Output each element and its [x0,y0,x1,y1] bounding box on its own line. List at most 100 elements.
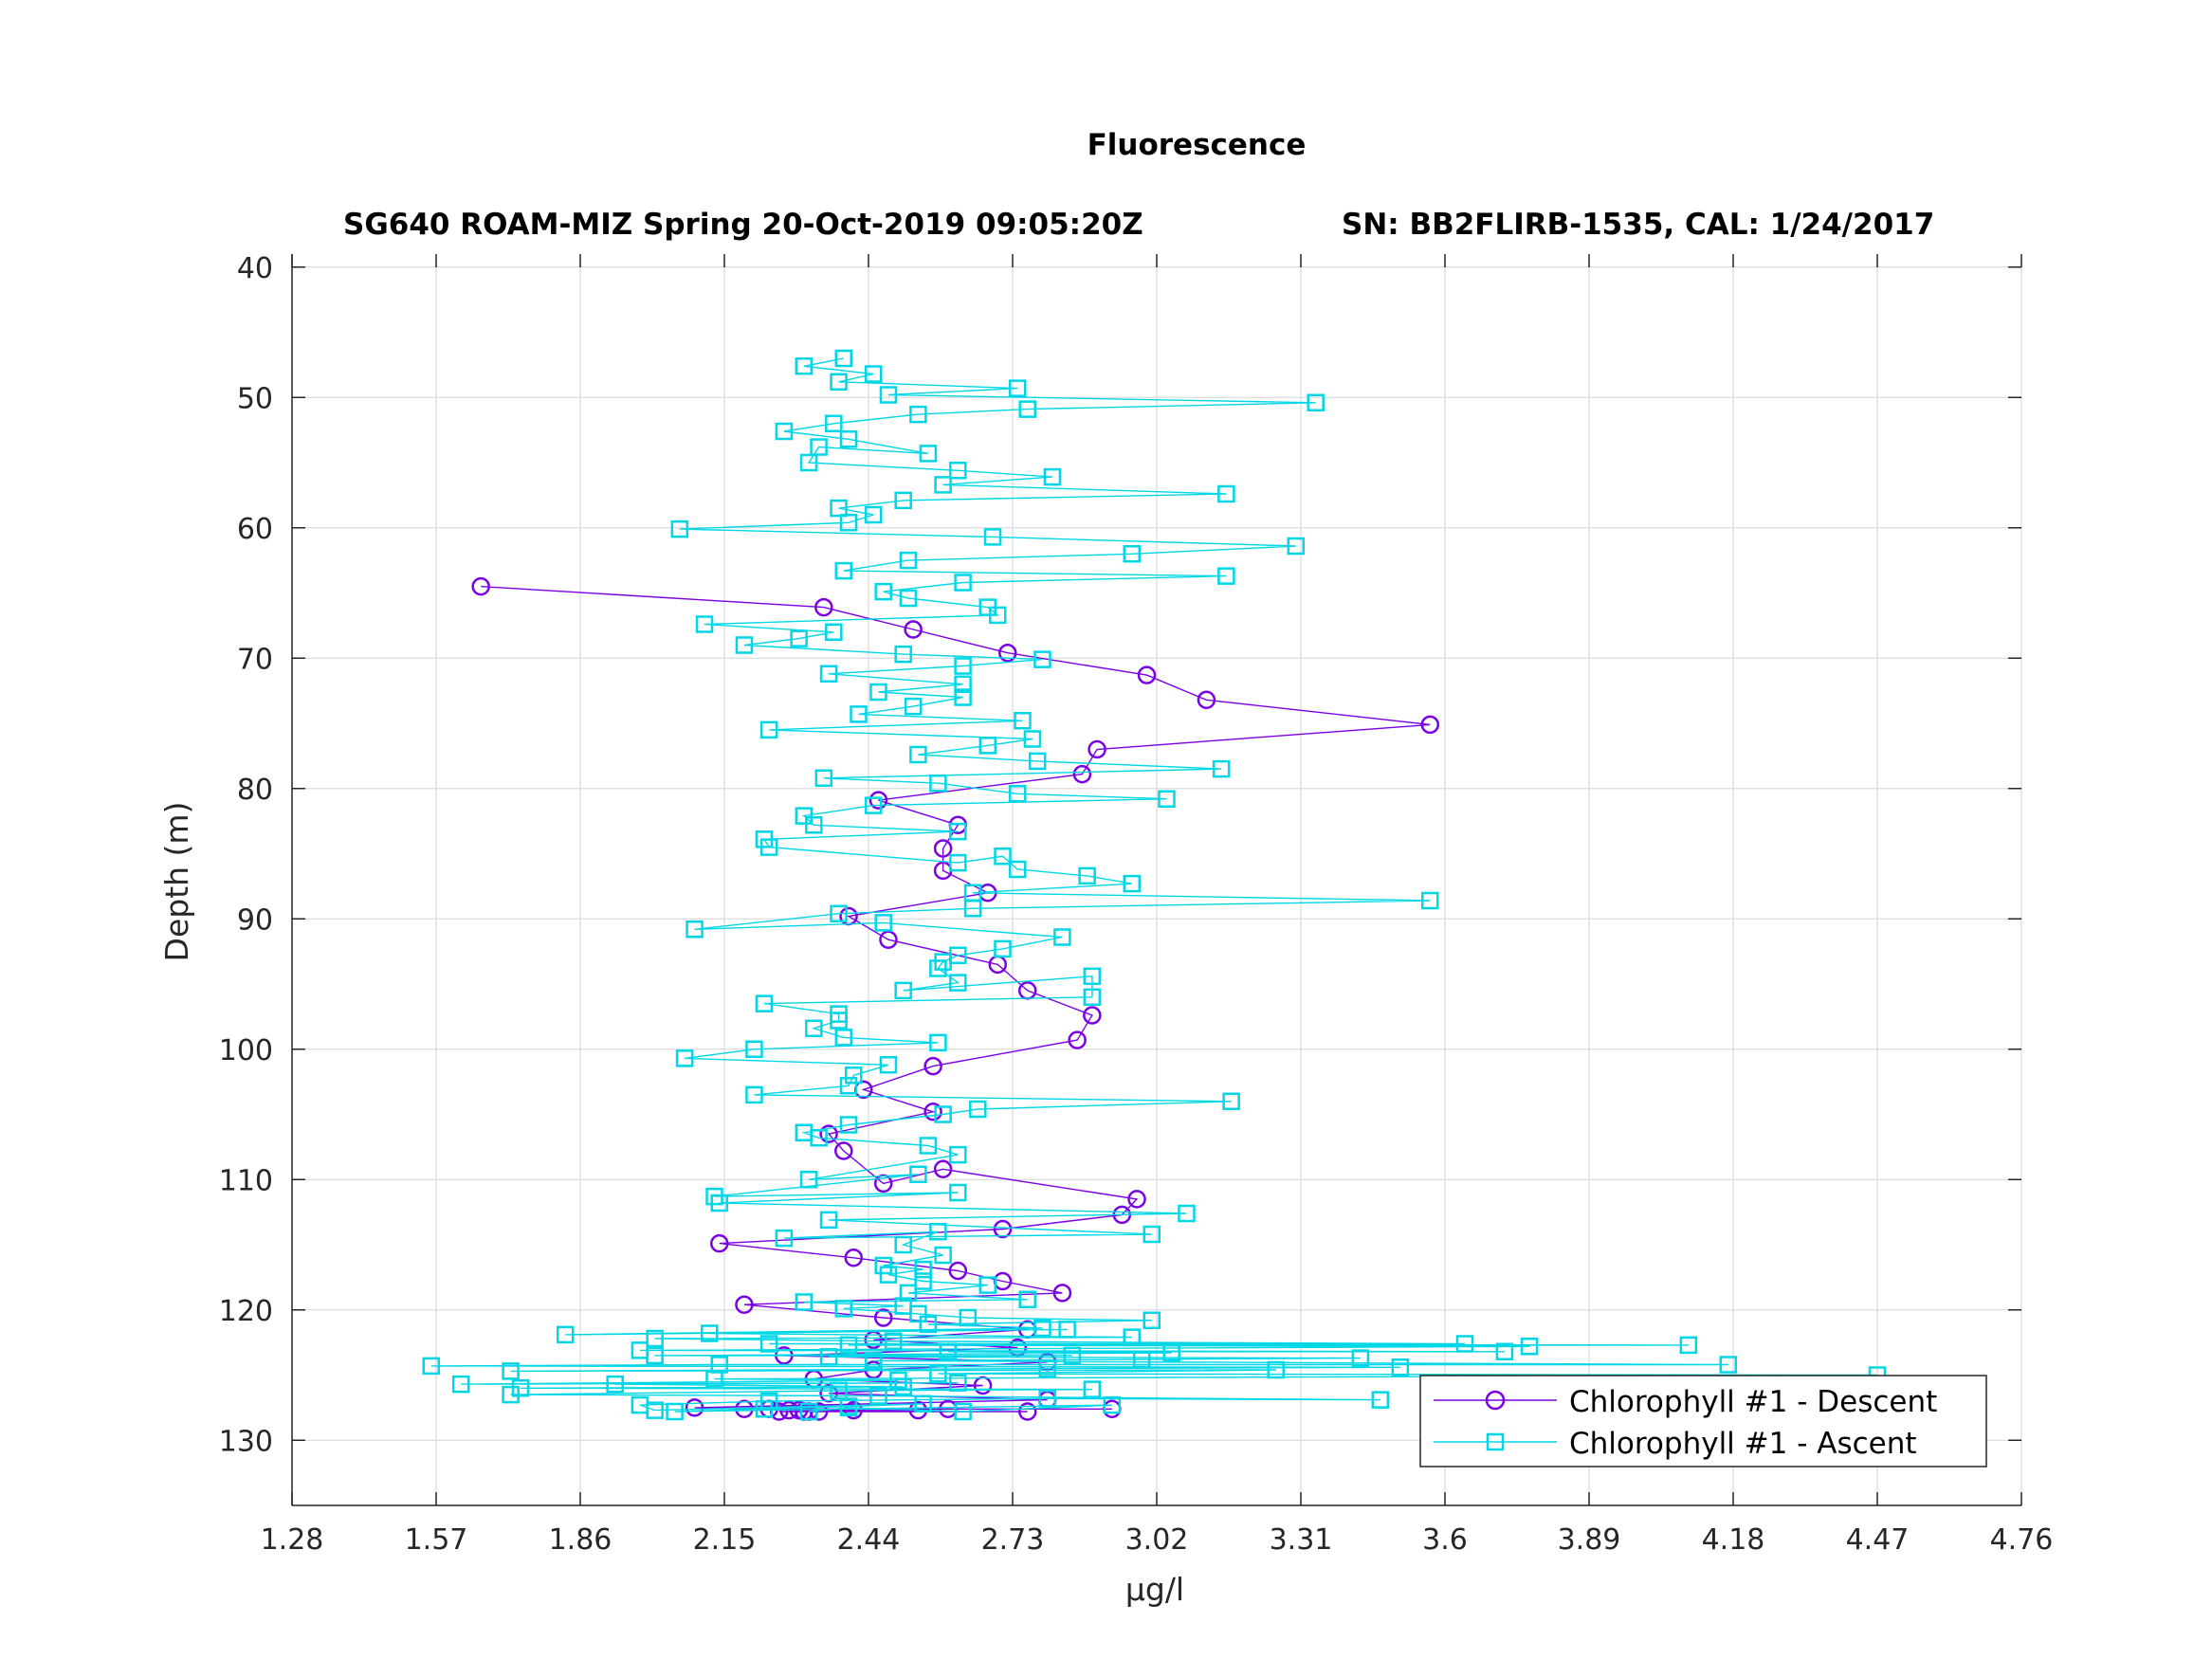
grid [291,254,2022,1505]
ascent-point-182 [830,373,848,391]
ascent-point-82 [919,1137,938,1155]
ascent-point-166 [894,491,912,510]
ascent-point-140 [954,688,972,706]
ascent-point-32 [1719,1356,1738,1374]
ascent-point-136 [759,720,778,739]
ascent-point-48 [884,1332,903,1350]
x-tick-label-6: 3.02 [1125,1523,1189,1557]
y-tick-label-2: 60 [237,513,273,546]
ascent-point-15 [830,1381,848,1400]
descent-point-8 [1072,764,1092,784]
ascent-point-171 [799,453,818,472]
x-tick-label-4: 2.44 [837,1523,901,1557]
ascent-point-41 [1495,1342,1514,1360]
ascent-point-159 [1123,545,1142,563]
ascent-point-51 [701,1324,719,1342]
ascent-point-177 [909,405,927,424]
descent-point-1 [814,597,833,617]
x-tick-label-5: 2.73 [981,1523,1045,1557]
descent-point-2 [904,620,923,639]
ascent-point-158 [899,551,918,570]
ascent-point-43 [1520,1338,1539,1356]
descent-point-11 [933,839,953,858]
chart-subtitle-left: SG640 ROAM-MIZ Spring 20-Oct-2019 09:05:… [343,208,1143,242]
ascent-point-49 [646,1329,664,1348]
ascent-point-174 [839,430,858,448]
ascent-point-156 [1217,567,1235,585]
ascent-point-73 [1143,1225,1161,1244]
ascent-point-184 [795,357,814,375]
descent-point-47 [685,1398,704,1417]
ascent-point-28 [1038,1359,1056,1377]
ascent-point-117 [1078,866,1096,885]
descent-point-5 [1197,690,1216,709]
y-tick-label-3: 70 [237,643,273,676]
ascent-point-39 [1162,1343,1180,1362]
ascent-point-63 [899,1284,918,1303]
descent-point-0 [471,576,490,596]
ascent-point-12 [1371,1391,1390,1409]
ascent-point-80 [799,1171,818,1189]
ascent-point-50 [1123,1328,1142,1346]
ascent-point-163 [839,514,858,532]
ascent-point-118 [1008,860,1027,879]
ascent-point-135 [1023,730,1042,748]
descent-point-36 [873,1308,893,1327]
ascent-point-71 [929,1223,947,1241]
x-tick-label-9: 3.89 [1558,1523,1621,1557]
x-tick-label-1: 1.57 [405,1523,468,1557]
ascent-point-127 [1158,790,1176,808]
ascent-point-100 [755,994,774,1012]
descent-point-24 [834,1141,853,1160]
x-tick-label-3: 2.15 [693,1523,757,1557]
ascent-point-70 [894,1235,912,1254]
ascent-point-125 [795,807,814,825]
series-line-1 [430,357,1878,1413]
x-tick-label-0: 1.28 [261,1523,324,1557]
ascent-point-72 [775,1229,794,1248]
ascent-point-25 [929,1364,947,1383]
ascent-point-149 [825,623,843,641]
x-axis-label: μg/l [1125,1571,1184,1608]
ascent-point-99 [830,1005,848,1023]
ascent-point-35 [1351,1349,1370,1367]
ascent-point-134 [978,737,997,755]
ascent-point-3 [1103,1395,1122,1414]
descent-point-18 [1083,1006,1102,1025]
legend-descent-label: Chlorophyll #1 - Descent [1569,1385,1937,1419]
ascent-point-30 [422,1357,441,1376]
ascent-point-37 [1063,1346,1082,1365]
ascent-point-173 [919,445,938,463]
axes: 1.28 1.57 1.86 2.15 2.44 2.73 3.02 3.31 3.6 3.89 4… [219,252,2054,1557]
ascent-point-91 [845,1066,863,1085]
x-tick-label-2: 1.86 [549,1523,612,1557]
ascent-point-89 [745,1085,763,1104]
ascent-point-155 [954,574,972,592]
ascent-point-154 [874,582,892,601]
ascent-point-45 [1679,1336,1698,1355]
ascent-point-160 [1287,537,1306,556]
ascent-point-4 [666,1402,684,1421]
ascent-point-54 [1033,1319,1051,1338]
ascent-point-2 [954,1402,972,1421]
y-tick-label-9: 130 [219,1425,273,1458]
ascent-point-146 [894,645,912,664]
ascent-point-167 [1217,484,1235,503]
chart-subtitle-right: SN: BB2FLIRB-1535, CAL: 1/24/2017 [1342,208,1934,242]
x-tick-label-11: 4.47 [1846,1523,1910,1557]
ascent-point-102 [1083,967,1102,985]
descent-point-27 [1127,1190,1146,1209]
ascent-point-120 [949,853,967,872]
descent-point-51 [844,1400,864,1420]
ascent-point-7 [914,1395,932,1413]
ascent-point-145 [1033,650,1051,668]
ascent-point-141 [869,683,887,702]
y-tick-label-4: 80 [237,774,273,807]
ascent-point-119 [994,848,1012,866]
ascent-point-61 [795,1293,814,1311]
ascent-point-20 [949,1374,967,1392]
ascent-point-59 [834,1300,853,1318]
ascent-point-36 [819,1348,838,1366]
ascent-point-178 [1018,400,1036,418]
y-tick-label-5: 90 [237,903,273,937]
